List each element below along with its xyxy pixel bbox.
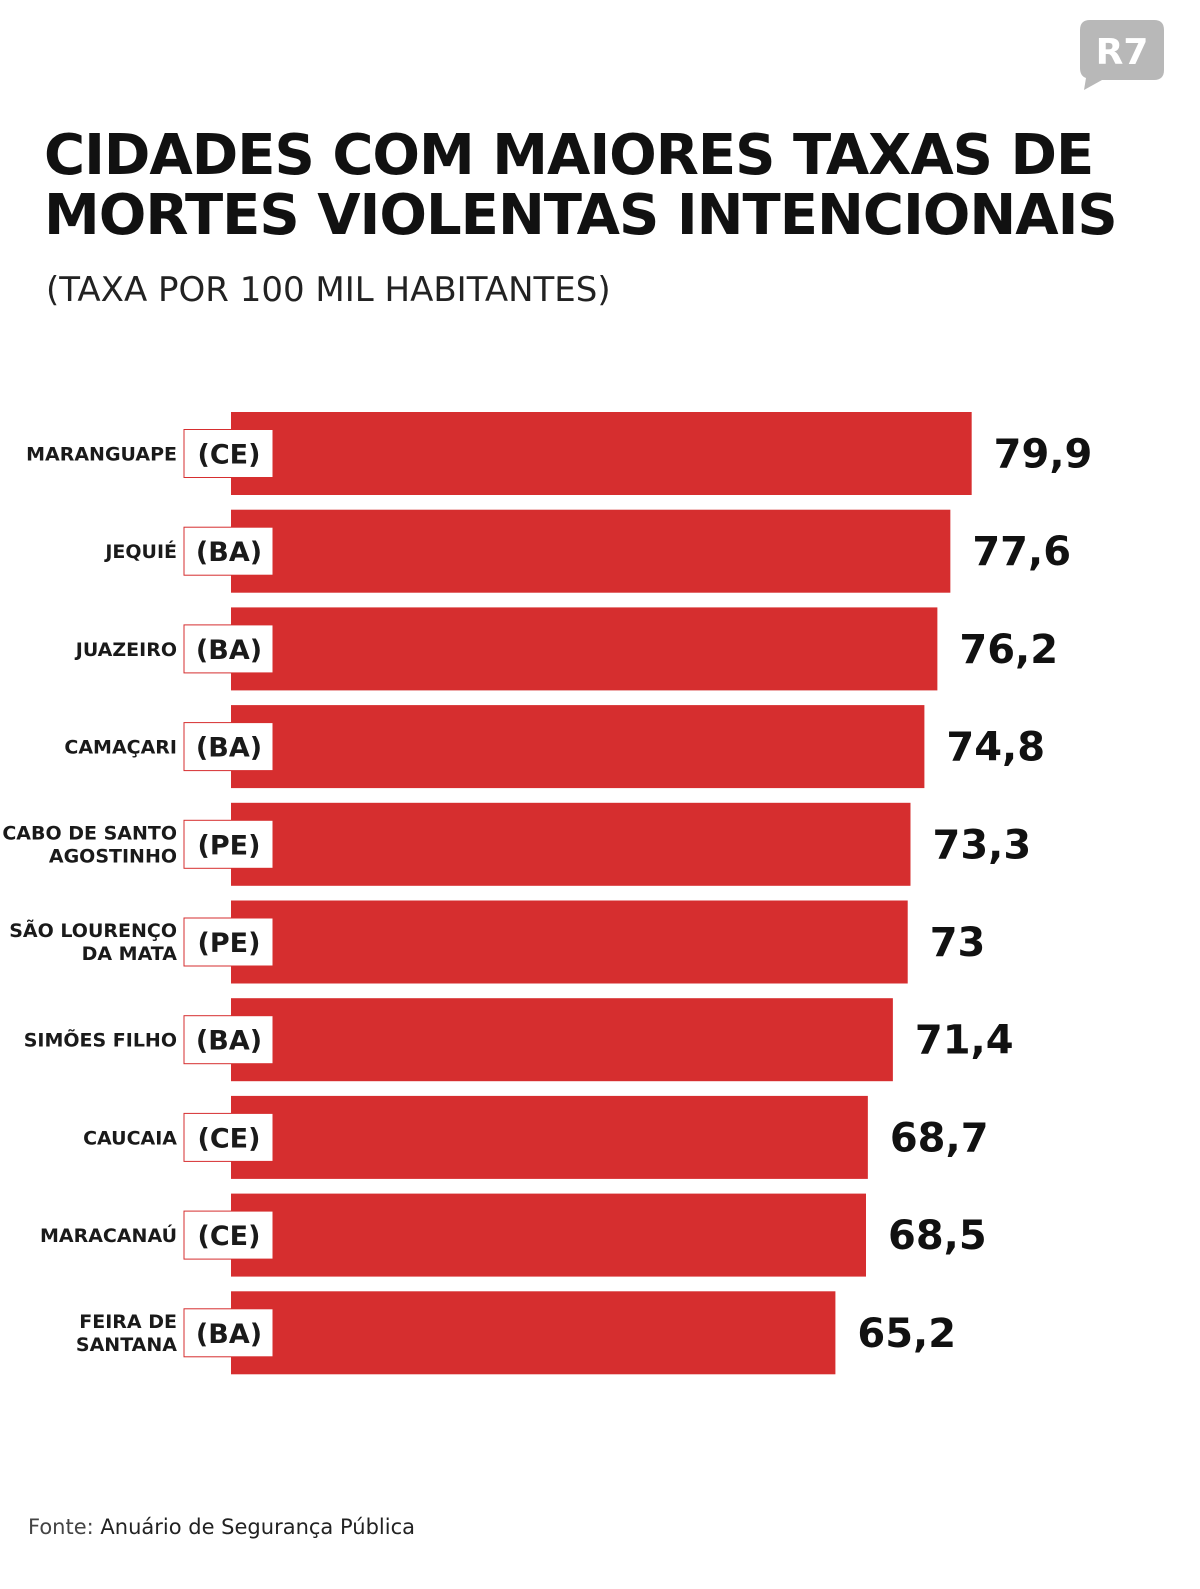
value-label: 68,7: [890, 1115, 989, 1161]
bar-row: (CE) MARANGUAPE 79,9: [26, 412, 1092, 495]
r7-logo-bubble: [1080, 20, 1164, 90]
source-prefix: Fonte:: [28, 1515, 94, 1539]
bar-row: (BA) JUAZEIRO 76,2: [74, 607, 1058, 691]
state-tag-box: [183, 1308, 274, 1358]
city-label: JUAZEIRO: [74, 639, 177, 661]
state-tag-box: [183, 722, 274, 772]
value-label: 79,9: [994, 432, 1093, 478]
state-label: (BA): [196, 635, 262, 666]
state-label: (CE): [198, 1221, 261, 1252]
city-label: JEQUIÉ: [103, 540, 177, 563]
city-label: FEIRA DE: [79, 1311, 177, 1333]
state-label: (BA): [196, 537, 262, 568]
bar: [231, 509, 951, 593]
state-label: (PE): [198, 830, 261, 861]
bar: [231, 705, 925, 789]
bar: [231, 1193, 866, 1277]
value-label: 73: [930, 920, 986, 966]
city-label: MARACANAÚ: [40, 1223, 177, 1247]
city-label: SIMÕES FILHO: [24, 1028, 177, 1052]
value-label: 65,2: [857, 1311, 956, 1357]
bar: [231, 900, 908, 984]
bar: [231, 802, 911, 886]
state-label: (BA): [196, 1026, 262, 1057]
bar-row: (BA) SIMÕES FILHO 71,4: [24, 998, 1014, 1082]
state-tag-box: [183, 1112, 274, 1162]
source-note: Fonte: Anuário de Segurança Pública: [28, 1512, 415, 1542]
city-label: CAUCAIA: [83, 1127, 177, 1149]
bar: [231, 607, 938, 691]
bar-row: (BA) JEQUIÉ 77,6: [103, 509, 1071, 593]
value-label: 77,6: [972, 529, 1071, 575]
value-label: 71,4: [915, 1018, 1014, 1064]
state-tag-box: [183, 526, 274, 576]
r7-logo: R7: [1080, 20, 1164, 90]
state-label: (BA): [196, 733, 262, 764]
bar: [231, 1291, 836, 1375]
city-label: SÃO LOURENÇO: [9, 918, 177, 942]
source-text: Anuário de Segurança Pública: [100, 1515, 415, 1539]
state-label: (CE): [198, 1123, 261, 1154]
city-label: DA MATA: [82, 943, 178, 965]
chart-subtitle: (TAXA POR 100 MIL HABITANTES): [46, 270, 611, 310]
bar: [231, 412, 972, 495]
city-label: AGOSTINHO: [49, 845, 177, 867]
bar: [231, 998, 893, 1082]
state-label: (PE): [198, 928, 261, 959]
city-label: MARANGUAPE: [26, 444, 177, 466]
bar: [231, 1095, 868, 1179]
state-tag-box: [183, 1210, 274, 1260]
city-label: SANTANA: [76, 1334, 177, 1356]
state-tag-box: [183, 624, 274, 674]
bar-row: (CE) MARACANAÚ 68,5: [40, 1193, 987, 1277]
bar-row: (BA) CAMAÇARI 74,8: [64, 705, 1045, 789]
state-tag-box: [183, 429, 274, 478]
state-tag-box: [183, 917, 274, 967]
state-label: (BA): [196, 1319, 262, 1350]
value-label: 74,8: [946, 725, 1045, 771]
value-label: 73,3: [932, 822, 1031, 868]
bar-chart: (CE) MARANGUAPE 79,9 (BA) JEQUIÉ 77,6 (BA) JUAZ…: [2, 412, 1092, 1375]
city-label: CABO DE SANTO: [2, 822, 177, 844]
r7-logo-text: R7: [1096, 32, 1149, 73]
state-label: (CE): [198, 440, 261, 471]
chart-title: CIDADES COM MAIORES TAXAS DE MORTES VIOL…: [44, 123, 1118, 248]
value-label: 68,5: [888, 1213, 987, 1259]
value-label: 76,2: [959, 627, 1058, 673]
city-label: CAMAÇARI: [64, 737, 177, 759]
state-tag-box: [183, 1015, 274, 1065]
state-tag-box: [183, 819, 274, 869]
bar-row: (CE) CAUCAIA 68,7: [83, 1095, 989, 1179]
